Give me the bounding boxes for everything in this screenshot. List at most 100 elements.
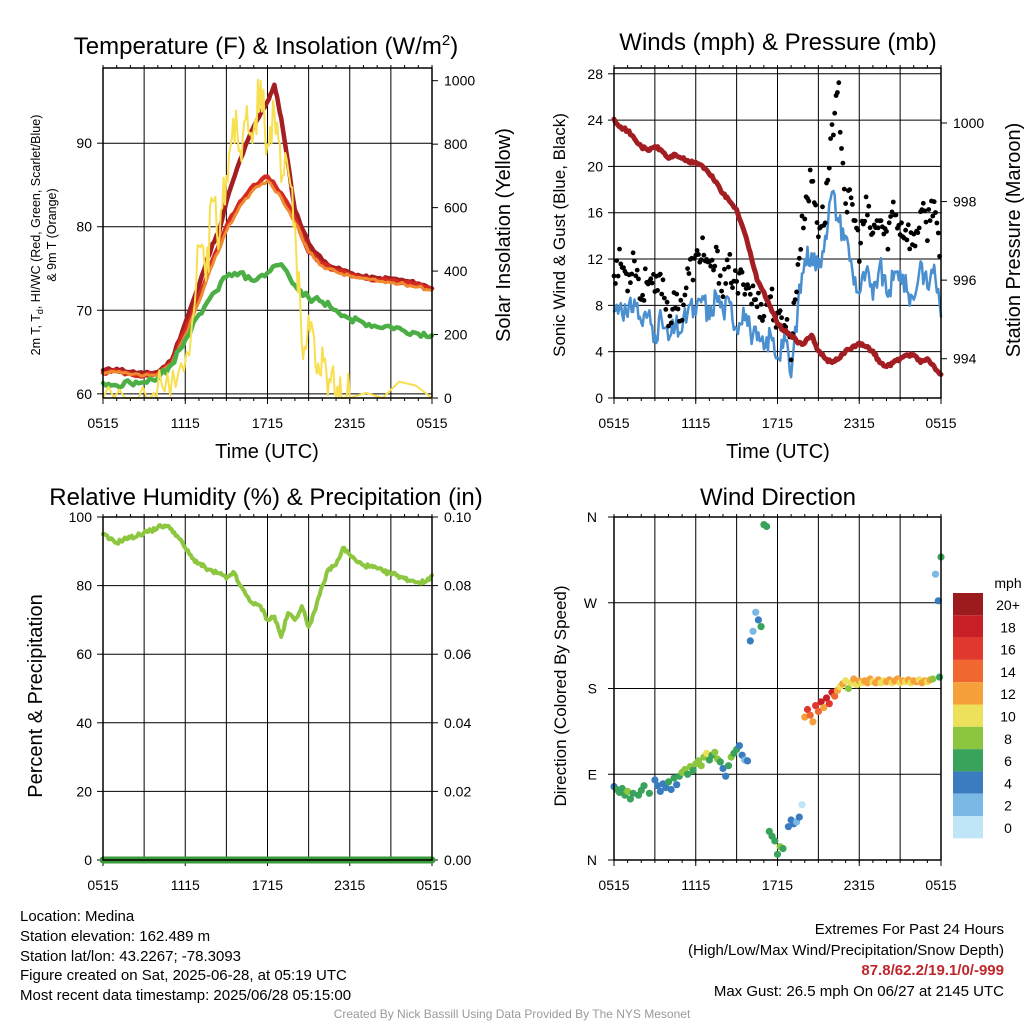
wind-gust-point [916, 225, 922, 231]
colorbar-label: 10 [1000, 709, 1016, 725]
dir-point [784, 823, 793, 831]
dir-point [754, 616, 763, 624]
wind-gust-point [847, 187, 853, 193]
wind-gust-point [742, 291, 748, 297]
rh-y2-tick-label: 0.06 [444, 646, 471, 662]
rh-y-tick-label: 80 [76, 578, 92, 594]
rh-y2-tick-label: 0.10 [444, 509, 471, 525]
wind-y-tick-label: 12 [587, 251, 603, 267]
rh-x-tick-label: 1115 [171, 877, 200, 893]
colorbar-label: 12 [1000, 686, 1016, 702]
wind-gust-point [625, 288, 630, 294]
wind-gust-point [649, 280, 655, 286]
rh-frame [102, 516, 433, 861]
temp-x-tick-label: 2315 [334, 415, 365, 431]
wind-gust-point [724, 257, 730, 263]
wind-gust-point [696, 252, 701, 257]
wind-y-tick-label: 16 [587, 205, 603, 221]
wind-gust-point [617, 246, 622, 252]
wind-gust-point [820, 204, 825, 210]
wind-gust-point [708, 263, 714, 269]
wind-y2-tick-label: 998 [953, 194, 977, 210]
colorbar-swatch [953, 637, 983, 660]
temp-x-axis-label: Time (UTC) [215, 441, 319, 463]
wind-gust-point [769, 286, 775, 292]
wind-gust-point [888, 214, 893, 219]
dir-point [809, 718, 817, 726]
wind-gust-point [875, 225, 881, 231]
dir-point [749, 627, 757, 635]
wind-gust-point [835, 90, 840, 95]
wind-gust-point [633, 273, 639, 279]
dir-point [763, 522, 771, 531]
wind-gust-point [700, 235, 705, 241]
wind-gust-point [831, 132, 836, 138]
wind-gust-point [720, 294, 726, 300]
wind-gust-point [798, 247, 804, 252]
wind-gust-point [865, 212, 870, 218]
wind-right-axis-label: Station Pressure (Maroon) [1003, 123, 1024, 358]
dir-point [820, 704, 828, 712]
rh-y-tick-label: 100 [69, 509, 93, 525]
wind-x-tick-label: 1115 [681, 415, 710, 431]
dir-point [752, 608, 760, 616]
colorbar-swatch [953, 659, 983, 683]
wind-gust-point [852, 218, 858, 224]
wind-gust-point [640, 292, 645, 298]
dir-y-tick-label: W [584, 595, 598, 611]
wind-gust-point [784, 317, 790, 322]
wind-gust-point [734, 279, 739, 284]
wind-gust-point [923, 219, 929, 225]
recent-data-text: Most recent data timestamp: 2025/06/28 0… [20, 987, 352, 1005]
colorbar-label: 14 [1000, 664, 1016, 680]
wind-gust-point [912, 243, 918, 249]
dir-point [812, 702, 820, 710]
temp-x-tick-label: 0515 [416, 415, 447, 431]
colorbar-swatch [953, 726, 983, 750]
wind-gust-point [832, 110, 838, 116]
temp-y2-tick-label: 400 [444, 263, 468, 279]
wind-gust-point [825, 177, 831, 183]
wind-gust-point [629, 271, 635, 277]
wind-panel-title: Winds (mph) & Pressure (mb) [619, 29, 936, 56]
wind-gust-point [754, 304, 760, 310]
wind-gust-point [679, 317, 685, 323]
wind-gust-point [621, 265, 626, 270]
colorbar-swatch [953, 593, 983, 616]
humidity-precip-chart: 0515 1115 1715 2315 0515 0 20 40 60 80 100 0.00 0.02… [69, 509, 472, 893]
dir-y-tick-label: N [587, 852, 597, 868]
wind-gust-point [930, 213, 936, 219]
wind-gust-point [884, 229, 889, 234]
dir-point [667, 785, 675, 794]
wind-gust-point [642, 266, 648, 272]
wind-gust-point [788, 357, 794, 363]
wind-y2-tick-label: 994 [953, 351, 977, 367]
dir-point [656, 787, 664, 796]
wind-gust-point [878, 218, 884, 224]
temp-y2-tick-label: 1000 [444, 73, 475, 89]
wind-y-tick-label: 24 [587, 112, 603, 128]
colorbar-label: 18 [1000, 619, 1016, 635]
colorbar-label: 8 [1004, 731, 1012, 747]
wind-gust-point [850, 202, 855, 207]
dir-point [798, 801, 806, 809]
colorbar-swatch [953, 771, 983, 794]
temp-y2-tick-label: 600 [444, 200, 468, 216]
wind-gust-point [726, 264, 731, 270]
rh-panel-title: Relative Humidity (%) & Precipitation (i… [49, 484, 482, 511]
wind-gust-point [799, 213, 805, 219]
rh-y2-tick-label: 0.00 [444, 852, 471, 868]
wind-gust-point [907, 246, 913, 252]
dir-x-tick-label: 0515 [598, 877, 629, 893]
dir-point [719, 764, 727, 773]
temp-right-axis-label: Solar Insolation (Yellow) [493, 128, 515, 342]
wind-gust-point [905, 222, 911, 228]
colorbar-label: 20+ [996, 597, 1020, 613]
colorbar-swatch [953, 793, 983, 816]
wind-gust-point [858, 240, 863, 246]
direction-panel-title: Wind Direction [700, 484, 856, 511]
temp-y-tick-label: 80 [76, 219, 92, 235]
rh-y-tick-label: 0 [84, 852, 92, 868]
wind-gust-point [848, 195, 854, 201]
